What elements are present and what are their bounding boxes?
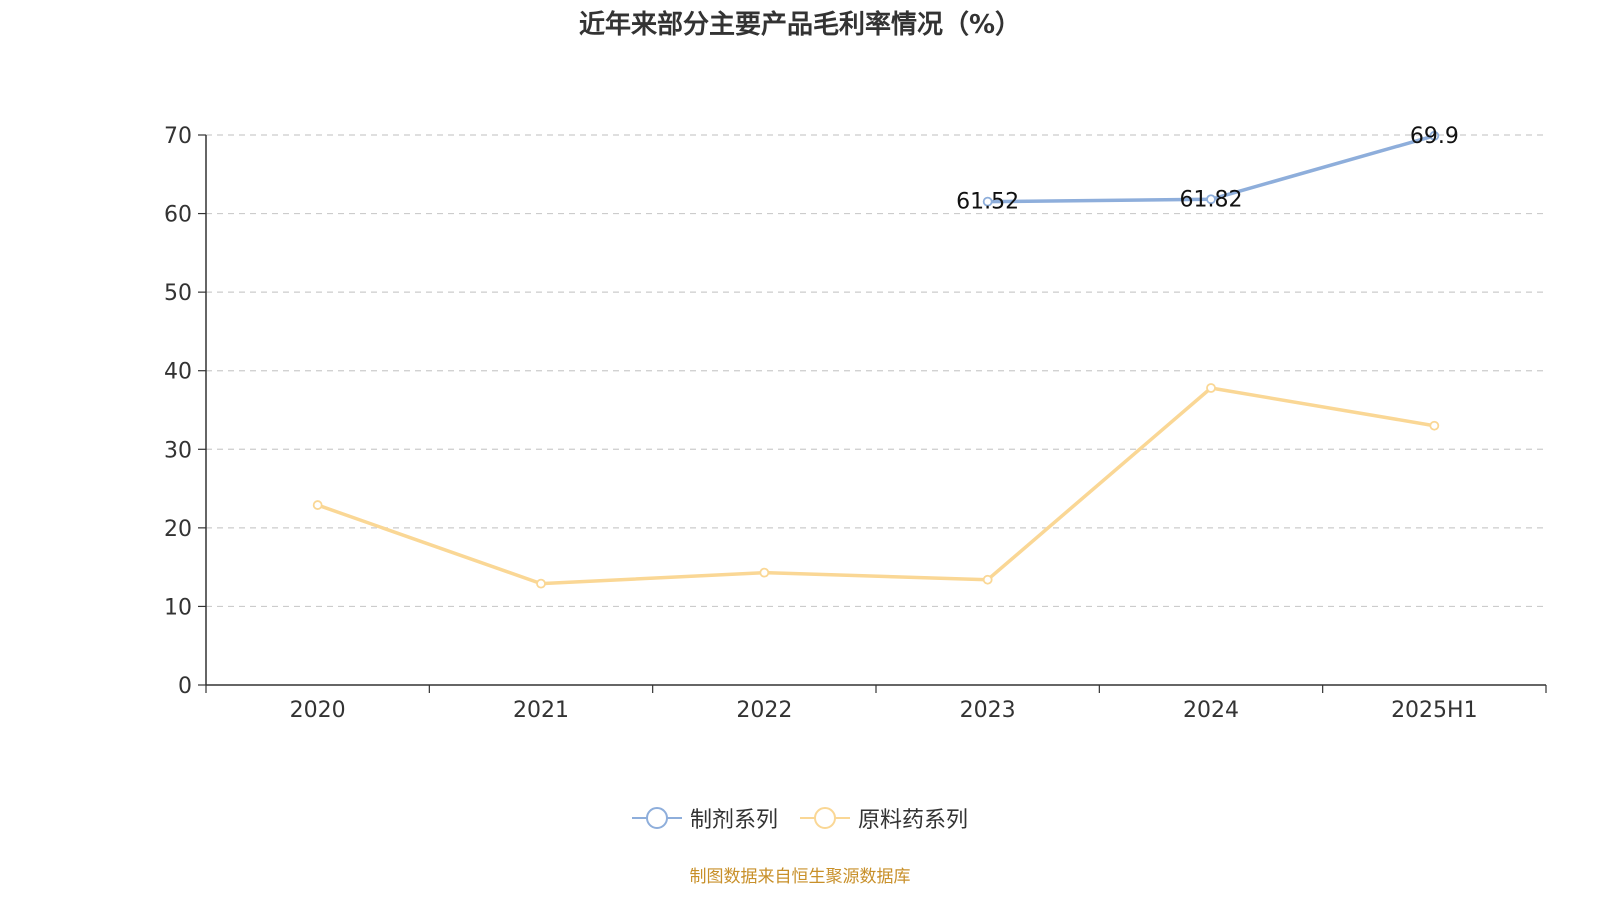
y-tick-label: 0 bbox=[178, 674, 192, 699]
legend-marker-formulation-icon bbox=[631, 807, 682, 829]
data-point[interactable] bbox=[982, 196, 993, 207]
y-tick-label: 50 bbox=[164, 281, 192, 306]
chart-title: 近年来部分主要产品毛利率情况（%） bbox=[578, 10, 1022, 40]
data-point[interactable] bbox=[1429, 130, 1440, 141]
y-tick-label: 20 bbox=[164, 517, 192, 542]
x-tick-label: 2022 bbox=[736, 698, 792, 723]
series-line-1 bbox=[317, 386, 1435, 586]
x-tick-label: 2021 bbox=[513, 698, 569, 723]
grid-lines bbox=[206, 134, 1546, 608]
data-point[interactable] bbox=[536, 578, 546, 589]
x-tick-label: 2020 bbox=[290, 698, 346, 723]
y-tick-label: 70 bbox=[164, 124, 192, 149]
data-point[interactable] bbox=[1206, 383, 1216, 393]
data-point[interactable] bbox=[759, 567, 770, 578]
data-source-note: 制图数据来自恒生聚源数据库 bbox=[689, 867, 911, 887]
axes: 0 10 20 30 40 50 60 70 2020 2021 2022 2023 2024 2025H… bbox=[164, 124, 1547, 723]
y-tick-label: 60 bbox=[164, 203, 192, 228]
legend: 制剂系列 原料药系列 bbox=[0, 802, 1600, 834]
x-tick-label: 2023 bbox=[960, 698, 1016, 723]
legend-label-api: 原料药系列 bbox=[858, 808, 969, 833]
legend-item-api[interactable]: 原料药系列 bbox=[800, 802, 968, 834]
data-label: 69.9 bbox=[1410, 124, 1459, 149]
data-point[interactable] bbox=[982, 574, 993, 585]
data-labels: 61.52 61.82 69.9 bbox=[956, 124, 1459, 215]
data-point[interactable] bbox=[1206, 194, 1216, 205]
data-point[interactable] bbox=[1429, 420, 1440, 431]
y-tick-label: 30 bbox=[164, 438, 192, 463]
legend-item-formulation[interactable]: 制剂系列 bbox=[631, 802, 778, 834]
y-tick-label: 10 bbox=[164, 595, 192, 620]
x-tick-label: 2024 bbox=[1183, 698, 1239, 723]
y-tick-label: 40 bbox=[164, 360, 192, 385]
legend-label-formulation: 制剂系列 bbox=[689, 808, 778, 833]
data-point[interactable] bbox=[312, 500, 323, 510]
x-tick-label: 2025H1 bbox=[1391, 698, 1478, 723]
legend-marker-api-icon bbox=[800, 807, 850, 829]
data-label: 61.82 bbox=[1180, 187, 1243, 212]
data-label: 61.52 bbox=[956, 190, 1019, 215]
series bbox=[312, 130, 1440, 589]
